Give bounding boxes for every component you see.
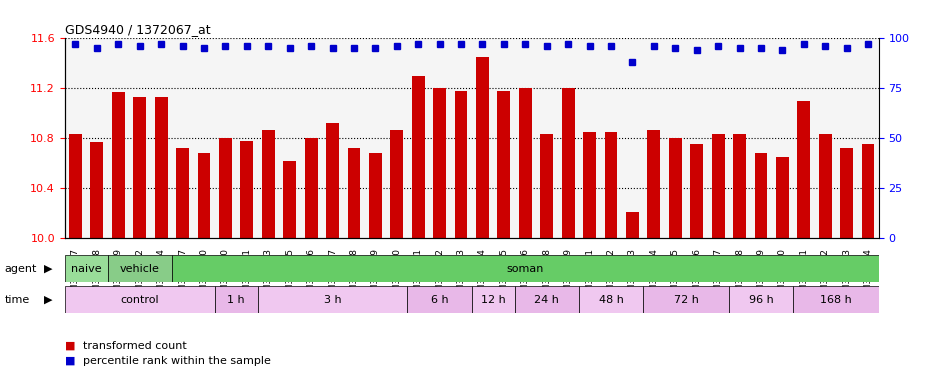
Bar [583, 132, 596, 384]
Text: 48 h: 48 h [598, 295, 623, 305]
Bar [819, 134, 832, 384]
Text: soman: soman [507, 264, 544, 274]
Bar [669, 138, 682, 384]
FancyBboxPatch shape [579, 286, 643, 313]
Bar [840, 148, 853, 384]
Bar [605, 132, 617, 384]
Bar [133, 97, 146, 384]
Bar [262, 129, 275, 384]
Bar [690, 144, 703, 384]
Text: 72 h: 72 h [673, 295, 698, 305]
Bar [797, 101, 810, 384]
Bar [755, 153, 768, 384]
FancyBboxPatch shape [172, 255, 879, 282]
Text: 168 h: 168 h [820, 295, 852, 305]
FancyBboxPatch shape [408, 286, 472, 313]
Bar [219, 138, 232, 384]
Bar [626, 212, 639, 384]
Bar [176, 148, 189, 384]
Bar [283, 161, 296, 384]
Text: percentile rank within the sample: percentile rank within the sample [83, 356, 271, 366]
Text: GDS4940 / 1372067_at: GDS4940 / 1372067_at [65, 23, 210, 36]
Text: agent: agent [5, 264, 37, 274]
Bar [776, 157, 789, 384]
Bar [454, 91, 467, 384]
Bar [519, 88, 532, 384]
Text: vehicle: vehicle [119, 264, 160, 274]
Bar [498, 91, 511, 384]
Text: ■: ■ [65, 341, 75, 351]
FancyBboxPatch shape [793, 286, 879, 313]
Bar [861, 144, 874, 384]
Text: time: time [5, 295, 30, 305]
Bar [304, 138, 317, 384]
FancyBboxPatch shape [514, 286, 579, 313]
Text: ■: ■ [65, 356, 75, 366]
Bar [154, 97, 167, 384]
Text: transformed count: transformed count [83, 341, 187, 351]
FancyBboxPatch shape [65, 255, 107, 282]
Bar [69, 134, 82, 384]
FancyBboxPatch shape [729, 286, 793, 313]
FancyBboxPatch shape [65, 286, 215, 313]
Text: ▶: ▶ [44, 295, 53, 305]
Bar [561, 88, 574, 384]
Text: naive: naive [71, 264, 102, 274]
Bar [412, 76, 425, 384]
Bar [734, 134, 746, 384]
Bar [433, 88, 446, 384]
Text: ▶: ▶ [44, 264, 53, 274]
Bar [648, 129, 660, 384]
FancyBboxPatch shape [472, 286, 514, 313]
FancyBboxPatch shape [215, 286, 257, 313]
Bar [348, 148, 361, 384]
Bar [240, 141, 253, 384]
FancyBboxPatch shape [643, 286, 729, 313]
FancyBboxPatch shape [257, 286, 408, 313]
Text: 1 h: 1 h [228, 295, 245, 305]
Text: 12 h: 12 h [481, 295, 506, 305]
Bar [540, 134, 553, 384]
FancyBboxPatch shape [107, 255, 172, 282]
Text: 3 h: 3 h [324, 295, 341, 305]
Bar [112, 92, 125, 384]
Bar [390, 129, 403, 384]
Text: 24 h: 24 h [535, 295, 559, 305]
Bar [476, 57, 489, 384]
Text: control: control [120, 295, 159, 305]
Bar [327, 123, 339, 384]
Bar [198, 153, 210, 384]
Bar [91, 142, 104, 384]
Text: 6 h: 6 h [431, 295, 449, 305]
Bar [711, 134, 724, 384]
Bar [369, 153, 382, 384]
Text: 96 h: 96 h [748, 295, 773, 305]
